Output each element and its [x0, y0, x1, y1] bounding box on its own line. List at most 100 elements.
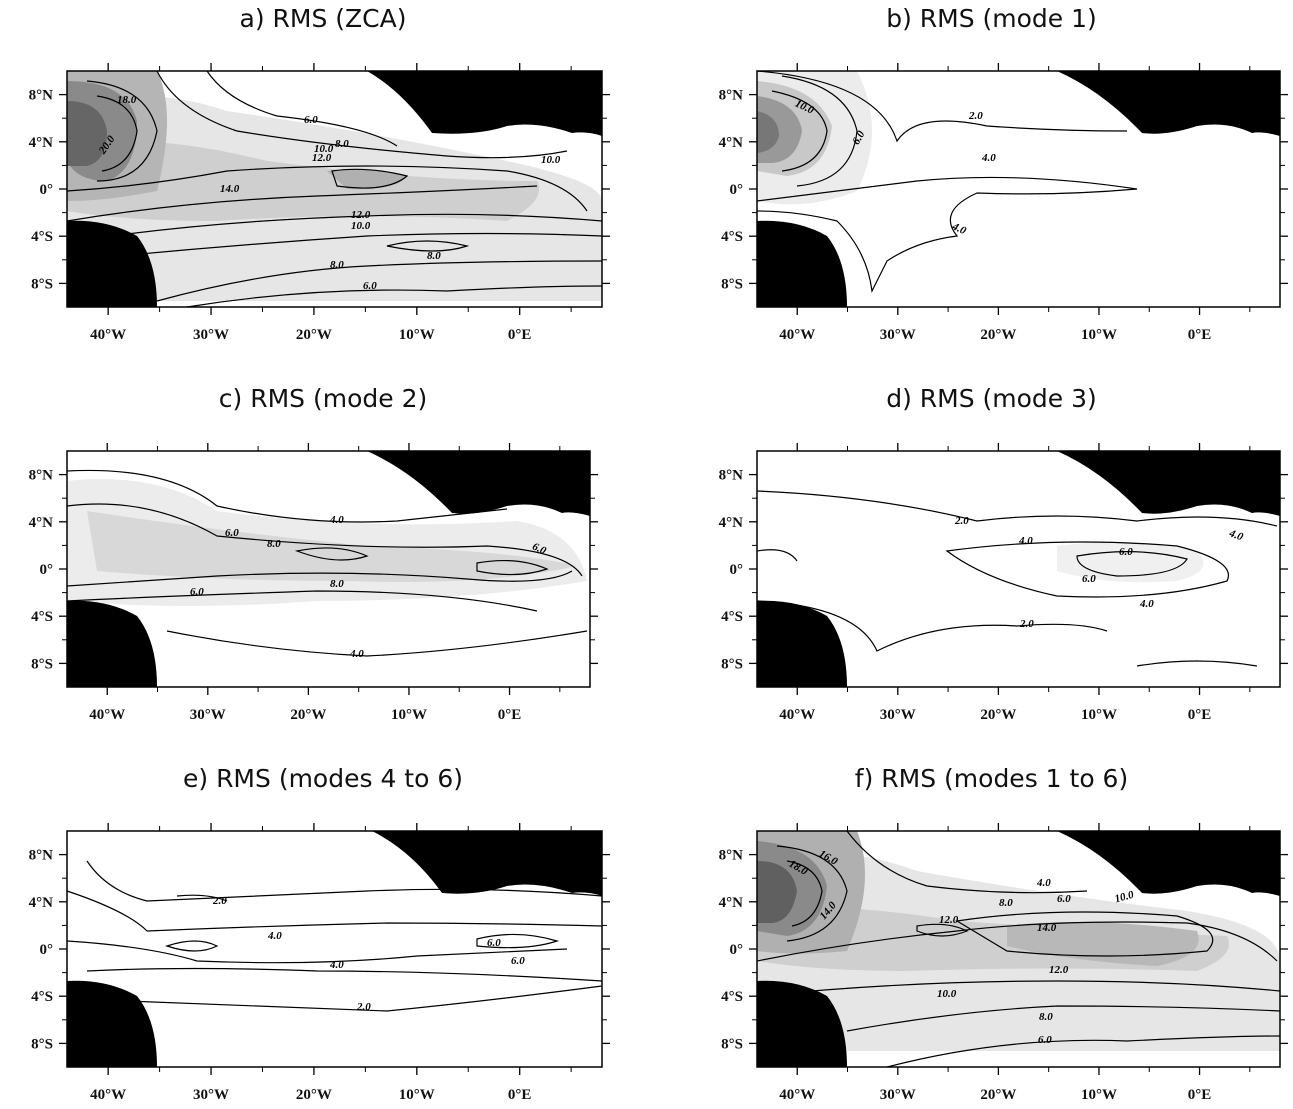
contour-label: 10.0 [314, 143, 334, 155]
contour-label: 4.0 [1018, 535, 1033, 547]
land [757, 831, 1280, 1067]
contour-label: 6.0 [225, 527, 239, 539]
lat-tick-label: 0° [40, 942, 54, 958]
lon-tick-label: 40°W [90, 1087, 126, 1103]
contour-label: 8.0 [999, 897, 1013, 909]
lat-tick-label: 4°S [721, 229, 743, 245]
panel-e: e) RMS (modes 4 to 6) 2.0 4.0 [0, 760, 646, 1109]
shading [1057, 542, 1204, 583]
panel-d: d) RMS (mode 3) 2.0 4.0 [690, 380, 1293, 750]
land [757, 71, 1280, 307]
lat-tick-label: 4°S [31, 989, 53, 1005]
contour-label: 8.0 [427, 250, 441, 262]
lat-tick-label: 8°S [31, 656, 53, 672]
lat-tick-label: 4°S [31, 609, 53, 625]
contour-label: 12.0 [939, 914, 959, 926]
contour-label: 4.0 [981, 152, 996, 164]
contours [66, 70, 603, 308]
contour-label: 8.0 [267, 538, 281, 550]
lon-tick-label: 20°W [290, 707, 326, 723]
lon-tick-label: 0°E [1188, 327, 1212, 343]
contour-label: 14.0 [220, 183, 240, 195]
map-b: 10.0 6.0 2.0 4.0 4.0 40°W 30°W 20°W 10°W 0°E… [719, 63, 1288, 343]
panel-title: b) RMS (mode 1) [886, 4, 1097, 33]
lat-tick-label: 4°N [29, 515, 53, 531]
contour-label: 8.0 [1039, 1011, 1053, 1023]
contour-labels: 6.0 4.0 8.0 6.0 8.0 6.0 4.0 [190, 514, 548, 660]
lon-tick-label: 0°E [1188, 1087, 1212, 1103]
axis-group: 40°W 30°W 20°W 10°W 0°E 8°N 4°N 0° 4°S 8°S [719, 63, 1288, 343]
contour-label: 12.0 [1049, 964, 1069, 976]
map-a: 18.0 20.0 6.0 8.0 10.0 12.0 10.0 14.0 12… [29, 63, 610, 343]
contours [66, 860, 603, 1012]
lat-tick-label: 4°S [721, 609, 743, 625]
lon-tick-label: 20°W [296, 1087, 332, 1103]
lon-tick-label: 20°W [980, 327, 1016, 343]
lat-tick-label: 8°S [31, 276, 53, 292]
lat-tick-label: 8°N [719, 468, 743, 484]
lon-tick-label: 10°W [391, 707, 427, 723]
panel-b: b) RMS (mode 1) 10.0 [690, 0, 1293, 370]
lon-tick-label: 10°W [1081, 1087, 1117, 1103]
contours [756, 70, 1138, 294]
contour-label: 6.0 [530, 541, 548, 558]
lat-tick-label: 0° [40, 182, 54, 198]
lon-tick-label: 30°W [880, 327, 916, 343]
lat-tick-label: 4°S [31, 229, 53, 245]
lon-tick-label: 0°E [508, 327, 532, 343]
lat-tick-label: 4°N [719, 135, 743, 151]
lon-tick-label: 40°W [779, 327, 815, 343]
lon-tick-label: 40°W [89, 707, 125, 723]
contour-label: 2.0 [356, 1001, 371, 1013]
contour-label: 6.0 [363, 280, 377, 292]
lat-tick-label: 8°S [721, 276, 743, 292]
contour-label: 4.0 [1036, 877, 1051, 889]
contour-label: 6.0 [1119, 546, 1133, 558]
contour-label: 4.0 [949, 220, 968, 237]
panel-c: c) RMS (mode 2) 6.0 [0, 380, 646, 750]
lat-tick-label: 8°N [719, 848, 743, 864]
contour-label: 12.0 [312, 152, 332, 164]
contour-label: 4.0 [1139, 598, 1154, 610]
contour-label: 10.0 [1113, 889, 1135, 906]
contours [66, 469, 588, 657]
contour-label: 10.0 [541, 154, 561, 166]
lat-tick-label: 8°N [719, 88, 743, 104]
lat-tick-label: 4°N [719, 515, 743, 531]
contour-label: 8.0 [330, 259, 344, 271]
contour-label: 4.0 [1227, 527, 1245, 543]
contour-label: 2.0 [954, 515, 969, 527]
lon-tick-label: 40°W [779, 1087, 815, 1103]
lat-tick-label: 0° [730, 562, 744, 578]
shading [67, 479, 587, 606]
lon-tick-label: 20°W [980, 1087, 1016, 1103]
land [67, 831, 602, 1067]
land [757, 451, 1280, 687]
contour-label: 8.0 [335, 138, 349, 150]
lon-tick-label: 10°W [399, 1087, 435, 1103]
contour-label: 4.0 [267, 930, 282, 942]
axis-group: 40°W 30°W 20°W 10°W 0°E 8°N 4°N 0° 4°S 8°S [719, 823, 1288, 1103]
lat-tick-label: 8°N [29, 88, 53, 104]
land [67, 71, 602, 307]
panel-f: f) RMS (modes 1 to 6) [690, 760, 1293, 1109]
lat-tick-label: 8°N [29, 848, 53, 864]
contour-label: 6.0 [511, 955, 525, 967]
lon-tick-label: 10°W [1081, 327, 1117, 343]
contour-label: 6.0 [1057, 893, 1071, 905]
lon-tick-label: 20°W [296, 327, 332, 343]
contour-labels: 2.0 4.0 6.0 4.0 6.0 2.0 [212, 895, 525, 1013]
axis-group: 40°W 30°W 20°W 10°W 0°E 8°N 4°N 0° 4°S 8°S [719, 443, 1288, 723]
lon-tick-label: 0°E [498, 707, 522, 723]
map-d: 2.0 4.0 6.0 6.0 4.0 4.0 2.0 40°W 30°W 20°W… [719, 443, 1288, 723]
lat-tick-label: 8°N [29, 468, 53, 484]
contour-label: 14.0 [1037, 922, 1057, 934]
lon-tick-label: 10°W [399, 327, 435, 343]
axis-group: 40°W 30°W 20°W 10°W 0°E 8°N 4°N 0° 4°S 8°S [29, 443, 598, 723]
lat-tick-label: 8°S [31, 1036, 53, 1052]
panel-title: a) RMS (ZCA) [239, 4, 407, 33]
lat-tick-label: 0° [40, 562, 54, 578]
contour-label: 2.0 [212, 895, 227, 907]
contours [756, 830, 1281, 1068]
lat-tick-label: 0° [730, 182, 744, 198]
